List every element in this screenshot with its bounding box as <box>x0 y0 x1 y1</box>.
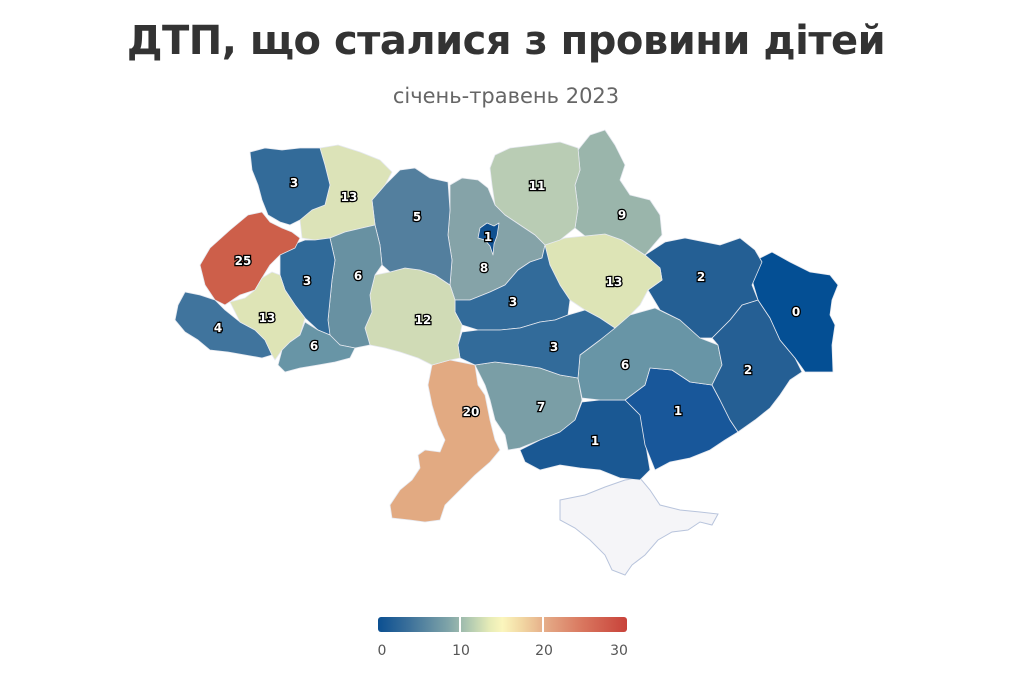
label-kirovohrad: 3 <box>550 340 558 354</box>
region-kherson[interactable] <box>519 399 651 481</box>
label-ternopil: 3 <box>303 274 311 288</box>
label-odesa: 20 <box>463 405 480 419</box>
region-kyiv-city[interactable] <box>477 222 500 256</box>
legend-separator <box>459 617 461 632</box>
label-luhansk: 0 <box>792 305 800 319</box>
chart-subtitle: січень-травень 2023 <box>392 84 620 108</box>
label-dnipro: 6 <box>621 358 629 372</box>
label-mykolaiv: 7 <box>537 400 545 414</box>
region-odesa[interactable] <box>389 359 501 523</box>
label-kyiv-city: 1 <box>484 230 492 244</box>
label-volyn: 3 <box>290 176 298 190</box>
label-vinnytsia: 12 <box>415 313 432 327</box>
region-zakarpattia[interactable] <box>174 291 273 359</box>
label-chernivtsi: 6 <box>310 339 318 353</box>
label-sumy: 9 <box>618 208 626 222</box>
label-chernihiv: 11 <box>529 179 546 193</box>
label-lviv: 25 <box>235 254 252 268</box>
label-kherson: 1 <box>591 434 599 448</box>
chart-title: ДТП, що сталися з провини дітей <box>126 18 886 64</box>
region-chernihiv[interactable] <box>489 141 581 246</box>
label-rivne: 13 <box>341 190 358 204</box>
region-crimea[interactable] <box>559 477 719 576</box>
legend-tick: 0 <box>377 643 387 659</box>
legend-tick: 30 <box>610 643 628 659</box>
label-khmelnytskyi: 6 <box>354 269 362 283</box>
region-ivano-frankivsk[interactable] <box>229 271 306 361</box>
label-zaporizhzhia: 1 <box>674 404 682 418</box>
region-luhansk[interactable] <box>751 251 839 373</box>
region-lviv[interactable] <box>199 211 301 306</box>
region-volyn[interactable] <box>249 147 331 226</box>
label-cherkasy: 3 <box>509 295 517 309</box>
legend-separator <box>542 617 544 632</box>
label-kharkiv: 2 <box>697 270 705 284</box>
color-scale-legend <box>378 617 627 632</box>
region-chernivtsi[interactable] <box>277 321 356 373</box>
label-ivano-frankivsk: 13 <box>259 311 276 325</box>
label-kyiv-oblast: 8 <box>480 261 488 275</box>
legend-tick: 20 <box>535 643 553 659</box>
label-poltava: 13 <box>606 275 623 289</box>
label-zakarpattia: 4 <box>214 321 222 335</box>
region-kirovohrad[interactable] <box>457 309 616 379</box>
label-donetsk: 2 <box>744 363 752 377</box>
legend-tick: 10 <box>452 643 470 659</box>
region-kharkiv[interactable] <box>644 237 763 339</box>
label-zhytomyr: 5 <box>413 210 421 224</box>
